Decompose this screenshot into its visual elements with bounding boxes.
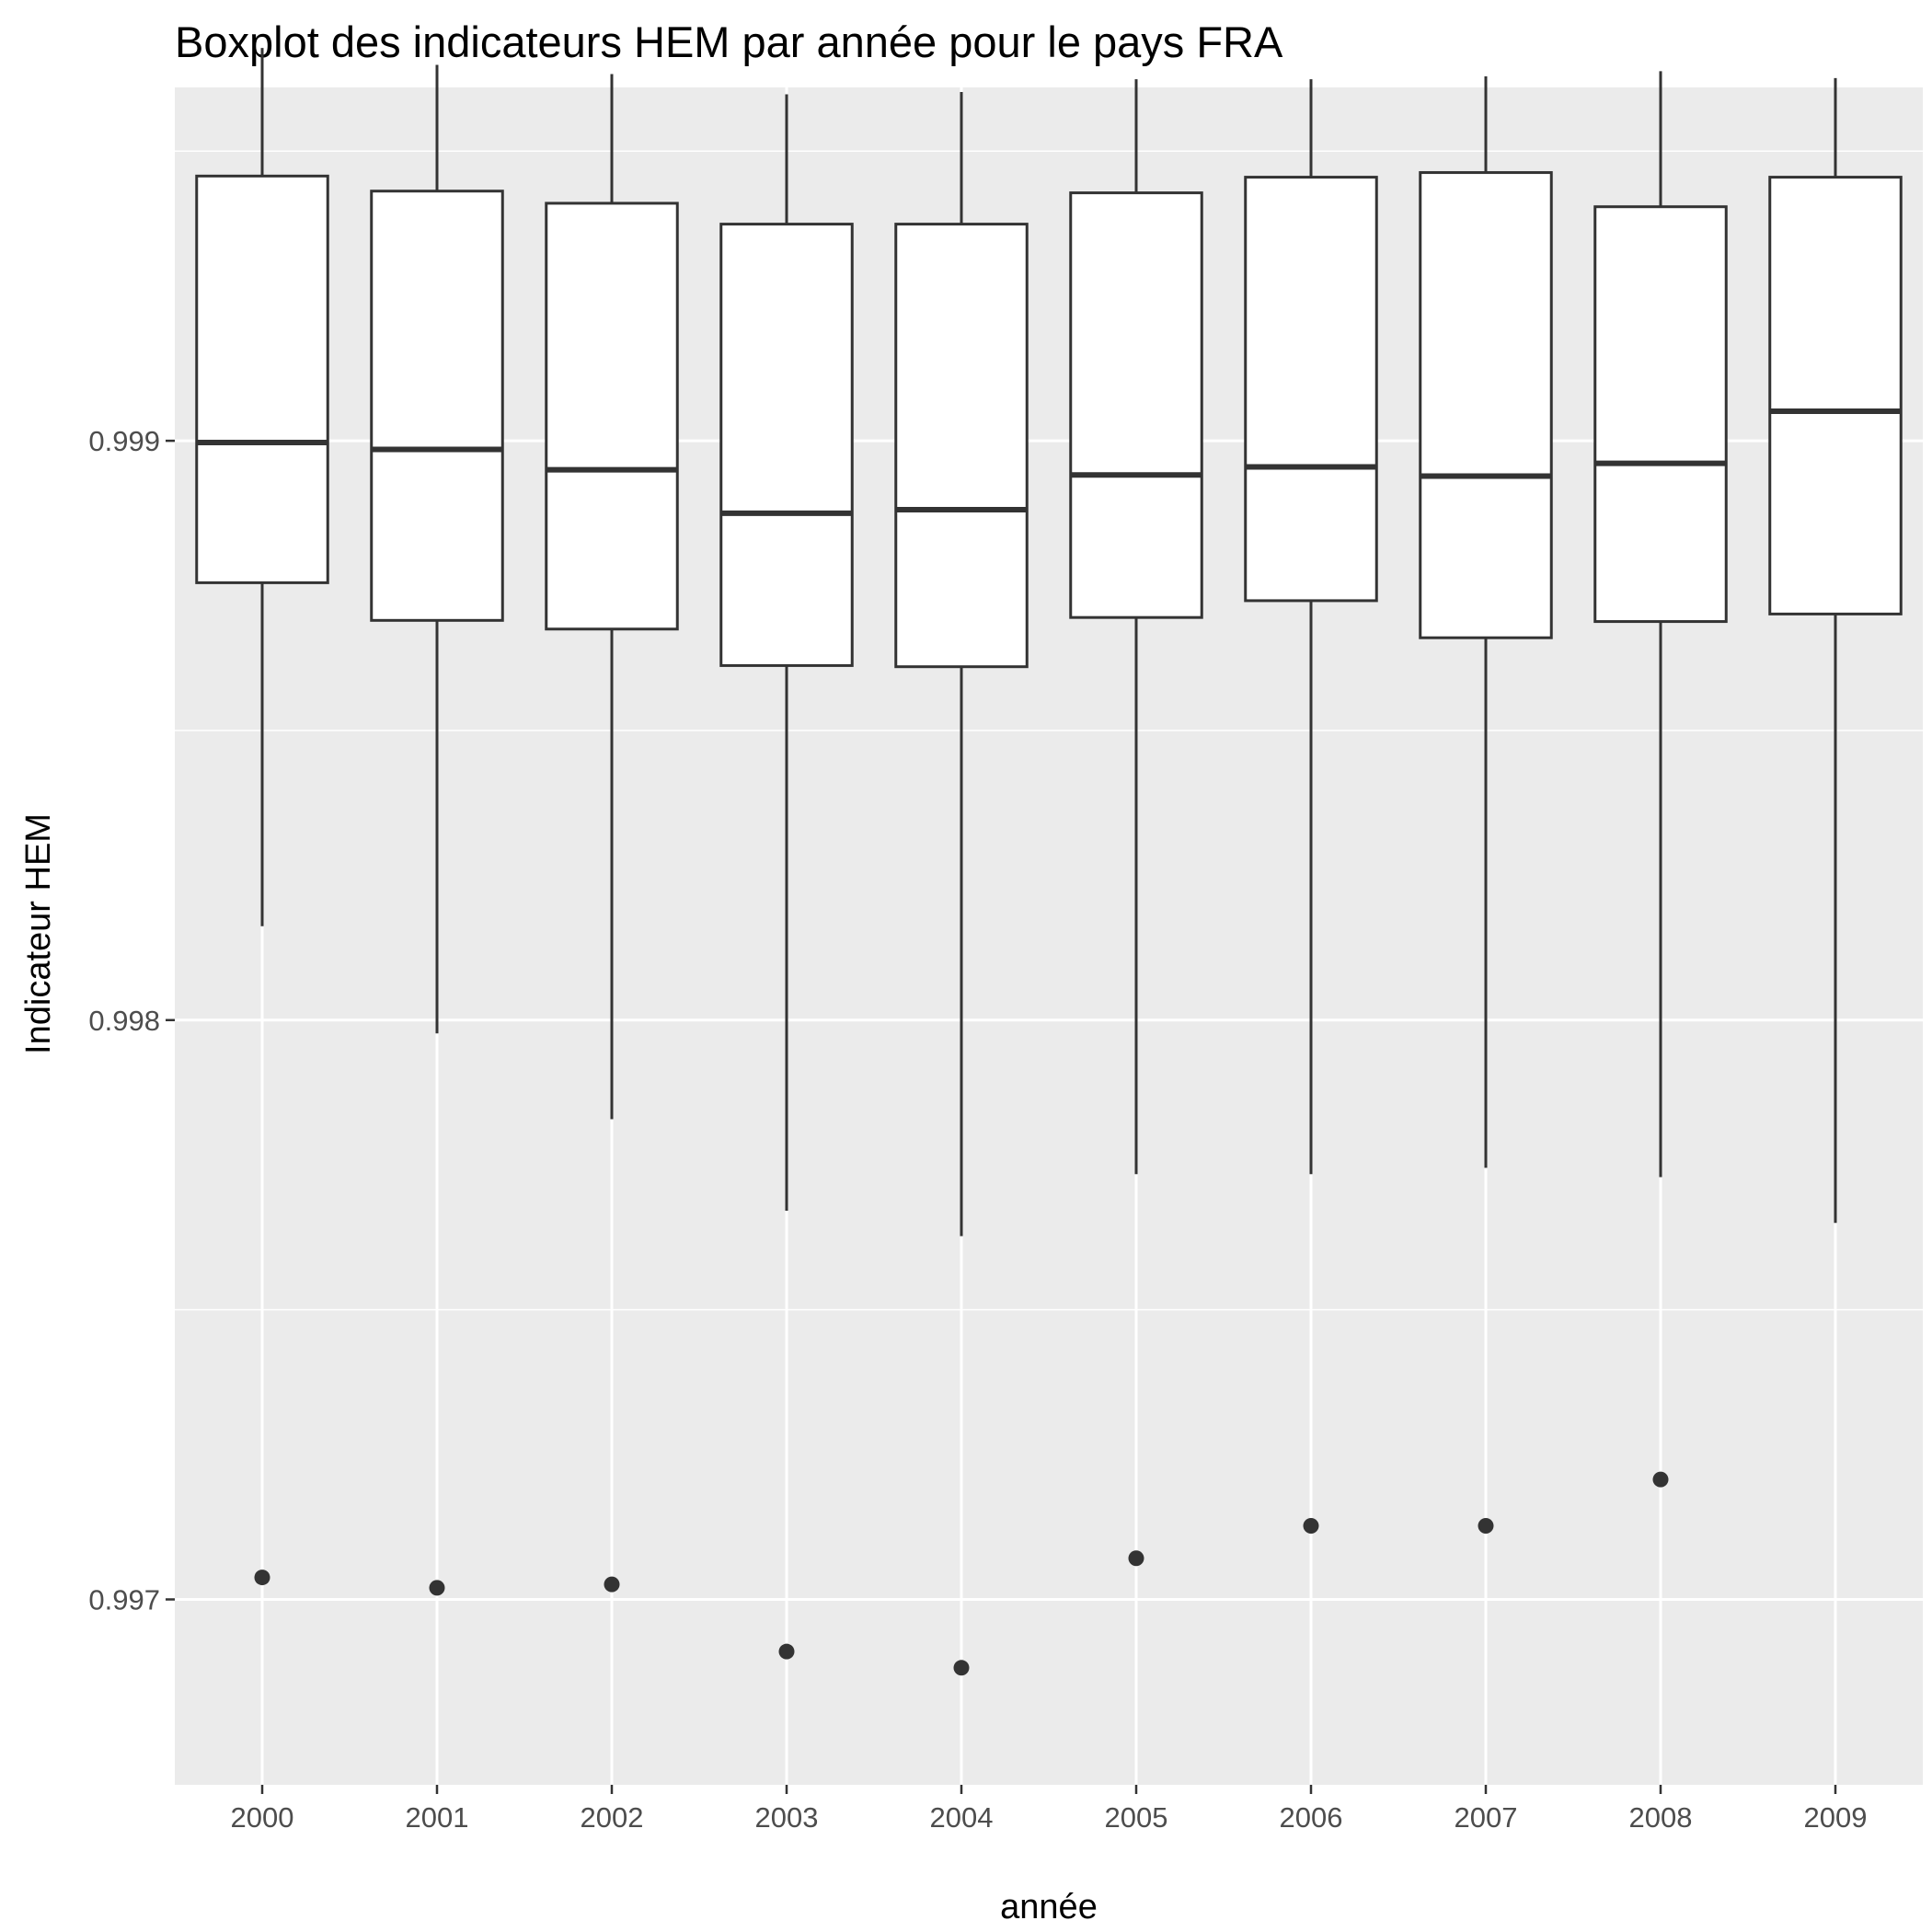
iqr-box [1244,176,1378,603]
outlier-point [1128,1550,1144,1567]
y-tick-label: 0.997 [88,1583,160,1616]
x-tick-label: 2007 [1455,1801,1518,1834]
x-tick-label: 2000 [231,1801,294,1834]
boxes [195,48,1903,1676]
x-tick-label: 2001 [406,1801,469,1834]
iqr-box [370,190,504,622]
x-axis-title: année [1000,1888,1098,1926]
x-tick-label: 2006 [1280,1801,1343,1834]
chart-title: Boxplot des indicateurs HEM par année po… [175,17,1283,66]
x-tick-label: 2009 [1804,1801,1868,1834]
iqr-box [545,201,679,631]
box-2006 [1244,79,1378,1535]
outlier-point [1303,1518,1319,1535]
box-2002 [545,74,679,1593]
box-2009 [1768,77,1903,1224]
x-tick-label: 2003 [755,1801,819,1834]
outlier-point [1652,1471,1669,1488]
y-tick-label: 0.999 [88,425,160,457]
outlier-point [778,1643,795,1660]
box-2007 [1419,76,1553,1535]
x-tick-label: 2002 [581,1801,644,1834]
box-2001 [370,64,504,1596]
outlier-point [429,1580,445,1596]
iqr-box [719,223,854,667]
axes: 0.997 0.998 0.999 2000 2001 2002 2003 2004 2005 2… [88,425,1867,1834]
box-2005 [1069,79,1203,1567]
box-2003 [719,94,854,1660]
outlier-point [604,1576,620,1593]
iqr-box [1069,191,1203,619]
iqr-box [894,223,1029,669]
box-2000 [195,48,329,1586]
iqr-box [1768,176,1903,615]
iqr-box [1419,171,1553,639]
x-tick-label: 2005 [1105,1801,1168,1834]
outlier-point [953,1660,970,1676]
box-2008 [1593,71,1728,1488]
y-axis-title: Indicateur HEM [19,813,58,1054]
iqr-box [1593,205,1728,624]
box-2004 [894,92,1029,1676]
iqr-box [195,174,329,584]
x-tick-label: 2008 [1629,1801,1693,1834]
outlier-point [1478,1518,1494,1535]
y-tick-label: 0.998 [88,1005,160,1037]
x-tick-label: 2004 [930,1801,994,1834]
outlier-point [254,1570,270,1586]
